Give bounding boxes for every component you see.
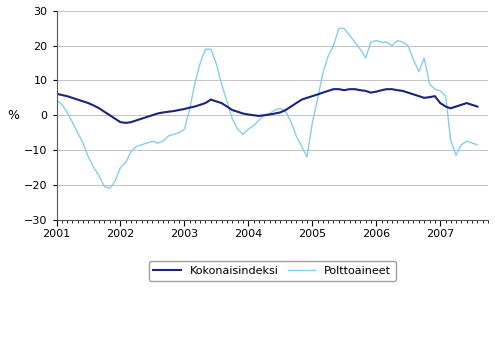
Legend: Kokonaisindeksi, Polttoaineet: Kokonaisindeksi, Polttoaineet [149,261,396,281]
Line: Polttoaineet: Polttoaineet [56,28,477,188]
Y-axis label: %: % [7,109,19,122]
Line: Kokonaisindeksi: Kokonaisindeksi [56,89,477,123]
